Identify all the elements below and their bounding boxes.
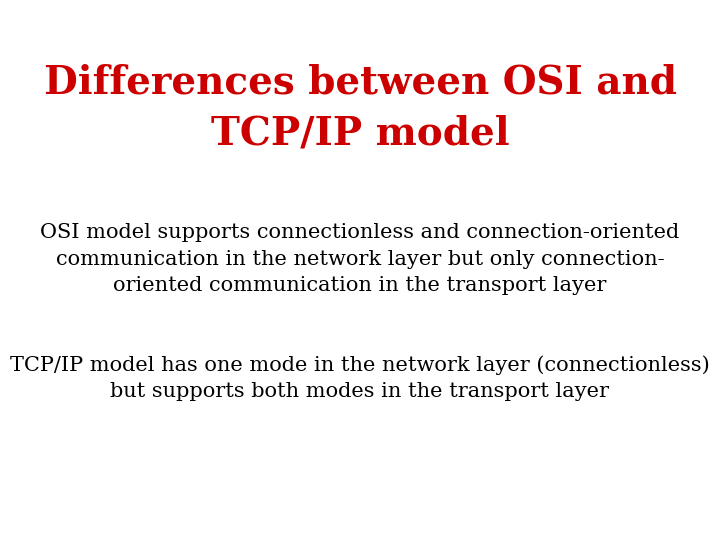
Text: Differences between OSI and
TCP/IP model: Differences between OSI and TCP/IP model xyxy=(43,64,677,152)
Text: TCP/IP model has one mode in the network layer (connectionless)
but supports bot: TCP/IP model has one mode in the network… xyxy=(10,355,710,401)
Text: OSI model supports connectionless and connection-oriented
communication in the n: OSI model supports connectionless and co… xyxy=(40,223,680,295)
